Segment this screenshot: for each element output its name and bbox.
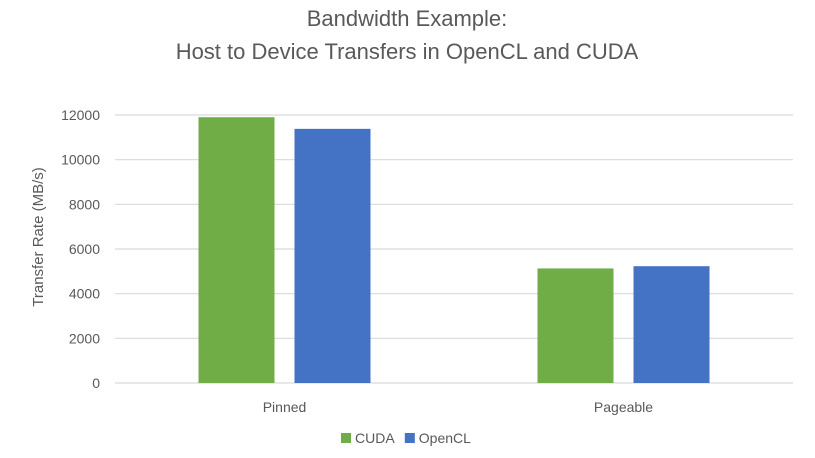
legend-label-cuda: CUDA	[355, 430, 395, 446]
x-tick-label: Pinned	[263, 399, 307, 415]
y-axis-ticks: 0 2000 4000 6000 8000 10000 12000	[61, 107, 100, 391]
y-tick-label: 2000	[69, 330, 100, 346]
y-tick-label: 6000	[69, 241, 100, 257]
y-tick-label: 8000	[69, 196, 100, 212]
legend-swatch-cuda	[341, 433, 351, 443]
y-tick-label: 10000	[61, 152, 100, 168]
bar-cuda-pageable	[537, 268, 614, 383]
x-axis-ticks: Pinned Pageable	[263, 399, 654, 415]
bars	[198, 117, 710, 383]
chart-subtitle: Host to Device Transfers in OpenCL and C…	[176, 39, 639, 64]
legend-label-opencl: OpenCL	[419, 430, 471, 446]
x-tick-label: Pageable	[594, 399, 653, 415]
y-tick-label: 4000	[69, 286, 100, 302]
bar-opencl-pinned	[294, 128, 371, 383]
bar-cuda-pinned	[198, 117, 275, 383]
bar-opencl-pageable	[633, 266, 710, 383]
y-tick-label: 12000	[61, 107, 100, 123]
chart-title: Bandwidth Example:	[307, 6, 508, 31]
legend-swatch-opencl	[404, 433, 415, 443]
y-axis-title: Transfer Rate (MB/s)	[30, 167, 47, 306]
legend: CUDA OpenCL	[341, 430, 471, 446]
y-tick-label: 0	[92, 375, 100, 391]
